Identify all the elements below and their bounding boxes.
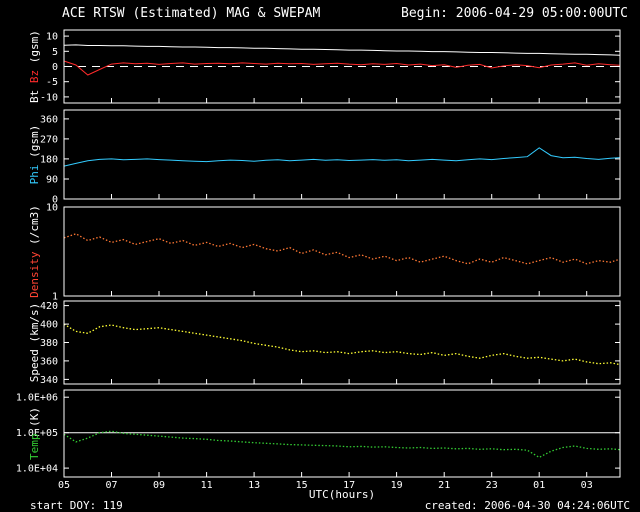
- y-axis-label-1: Phi (gsm): [28, 125, 41, 185]
- created-timestamp: created: 2006-04-30 04:24:06UTC: [424, 499, 630, 512]
- y-axis-label-part: Phi: [28, 158, 41, 185]
- y-tick-label: 90: [46, 175, 58, 186]
- y-tick-label: 10: [46, 203, 58, 214]
- y-tick-label: 10: [46, 32, 58, 43]
- x-tick-label: 03: [581, 480, 593, 491]
- y-tick-label: 420: [40, 301, 58, 312]
- panel-frame-1: [63, 109, 621, 200]
- y-axis-label-part: (gsm): [28, 30, 41, 63]
- y-tick-label: -5: [46, 77, 58, 88]
- x-axis-label: UTC(hours): [308, 488, 376, 501]
- y-tick-label: 1: [52, 292, 58, 303]
- y-axis-label-0: Bt Bz (gsm): [28, 30, 41, 103]
- y-tick-label: 180: [40, 154, 58, 165]
- y-tick-label: 360: [40, 114, 58, 125]
- series-bz: [63, 60, 621, 76]
- y-tick-label: 0: [52, 62, 58, 73]
- x-tick-label: 19: [391, 480, 403, 491]
- x-tick-label: 05: [58, 480, 70, 491]
- y-tick-label: 1.0E+06: [16, 393, 58, 404]
- y-tick-label: 400: [40, 320, 58, 331]
- y-axis-label-part: Temp: [28, 427, 41, 460]
- y-tick-label: 5: [52, 47, 58, 58]
- y-axis-label-part: (/cm3): [28, 205, 41, 245]
- y-axis-label-part: (gsm): [28, 125, 41, 158]
- x-tick-label: 13: [248, 480, 260, 491]
- y-tick-label: 270: [40, 134, 58, 145]
- x-tick-label: 11: [201, 480, 213, 491]
- plot-footer: start DOY: 119 created: 2006-04-30 04:24…: [30, 499, 630, 512]
- x-tick-label: 09: [153, 480, 165, 491]
- series-density: [63, 233, 621, 265]
- x-tick-label: 07: [105, 480, 117, 491]
- panel-frame-4: [63, 389, 621, 478]
- series-bt: [63, 44, 621, 56]
- y-axis-label-4: Temp (K): [28, 407, 41, 460]
- y-axis-label-part: (km/s): [28, 303, 41, 343]
- y-axis-label-3: Speed (km/s): [28, 303, 41, 383]
- x-tick-label: 17: [343, 480, 355, 491]
- y-tick-label: 0: [52, 195, 58, 206]
- y-axis-label-2: Density (/cm3): [28, 205, 41, 298]
- y-axis-label-part: Bt: [28, 83, 41, 103]
- plot-title: ACE RTSW (Estimated) MAG & SWEPAM: [62, 6, 321, 21]
- x-tick-label: 23: [486, 480, 498, 491]
- y-tick-label: 1.0E+04: [16, 464, 58, 475]
- y-axis-label-part: (K): [28, 407, 41, 427]
- series-phi: [63, 147, 621, 167]
- x-tick-label: 21: [438, 480, 450, 491]
- x-tick-label: 15: [296, 480, 308, 491]
- y-tick-label: -10: [40, 92, 58, 103]
- begin-timestamp: Begin: 2006-04-29 05:00:00UTC: [401, 6, 628, 21]
- y-axis-label-part: Speed: [28, 343, 41, 383]
- panel-frame-2: [63, 206, 621, 297]
- x-tick-label: 01: [533, 480, 545, 491]
- panel-frame-3: [63, 300, 621, 385]
- y-tick-label: 360: [40, 356, 58, 367]
- y-tick-label: 340: [40, 375, 58, 386]
- y-tick-label: 380: [40, 338, 58, 349]
- plot-header: ACE RTSW (Estimated) MAG & SWEPAM Begin:…: [62, 6, 628, 21]
- y-axis-label-part: Density: [28, 245, 41, 298]
- series-temp: [63, 430, 621, 459]
- y-tick-label: 1.0E+05: [16, 428, 58, 439]
- y-axis-label-part: Bz: [28, 63, 41, 83]
- start-doy: start DOY: 119: [30, 499, 123, 512]
- series-speed: [63, 323, 621, 366]
- panel-frame-0: [63, 29, 621, 104]
